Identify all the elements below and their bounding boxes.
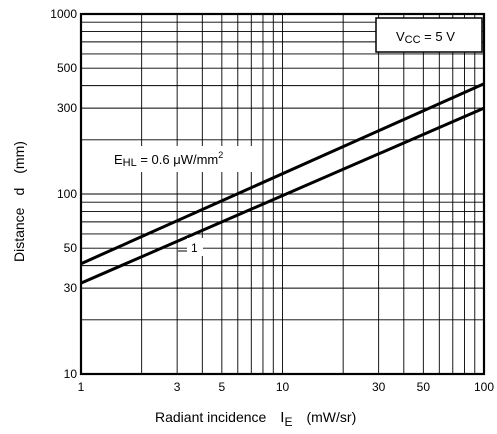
- vcc-annotation: VCC = 5 V: [375, 17, 483, 53]
- y-tick-label: 10: [64, 367, 78, 381]
- y-tick-label: 300: [57, 101, 77, 115]
- vcc-annotation-box: [375, 17, 483, 53]
- x-tick-label: 5: [218, 380, 225, 394]
- x-tick-labels: 1 3 5 10 30 50 100: [78, 380, 495, 394]
- series-line-2: [80, 106, 485, 285]
- series-1-label-bg: [110, 146, 258, 172]
- y-tick-label: 500: [57, 61, 77, 75]
- y-tick-labels: 10 30 50 100 300 500 1000: [50, 7, 77, 381]
- x-tick-label: 1: [78, 380, 85, 394]
- y-tick-label: 100: [57, 187, 77, 201]
- y-axis-label: Distanced(mm): [11, 141, 27, 262]
- plot-frame: [79, 12, 486, 376]
- y-tick-label: 50: [64, 241, 78, 255]
- y-tick-label: 30: [64, 281, 78, 295]
- series-line-1: [80, 82, 485, 266]
- series-lines: [80, 82, 485, 285]
- x-tick-label: 30: [372, 380, 386, 394]
- vcc-annotation-text: VCC = 5 V: [396, 29, 455, 46]
- x-tick-label: 50: [417, 380, 431, 394]
- series-2-label-text: 1: [191, 241, 198, 255]
- grid-lines: [81, 14, 484, 374]
- y-tick-label: 1000: [50, 7, 77, 21]
- series-2-label: 1: [178, 238, 203, 256]
- series-2-label-bg: [187, 238, 203, 256]
- x-tick-label: 10: [276, 380, 290, 394]
- series-1-label-text: EHL = 0.6 μW/mm2: [114, 150, 223, 169]
- x-tick-label: 3: [174, 380, 181, 394]
- series-1-label: EHL = 0.6 μW/mm2: [110, 146, 258, 172]
- x-tick-label: 100: [474, 380, 494, 394]
- x-axis-label: Radiant incidence IE (mW/sr): [155, 409, 356, 429]
